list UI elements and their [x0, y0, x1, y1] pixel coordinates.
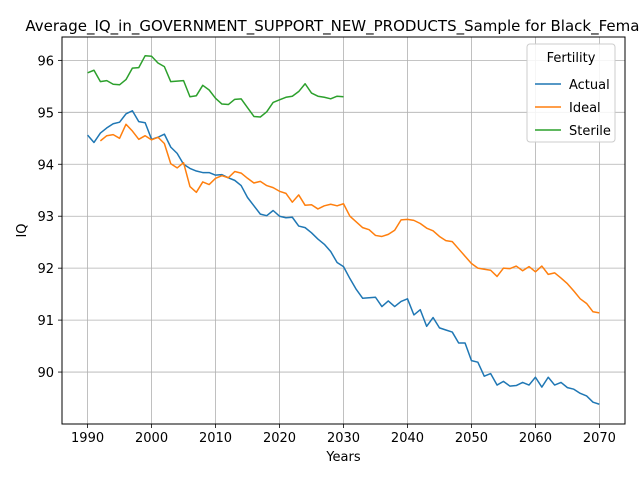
y-tick-label: 92	[37, 262, 54, 277]
y-tick-label: 93	[37, 210, 54, 225]
x-tick-label: 2020	[263, 431, 296, 446]
x-tick-label: 2040	[391, 431, 424, 446]
x-axis: 1990 2000 2010 2020 2030 2040 2050 2060 2070	[71, 424, 616, 446]
x-tick-label: 2070	[583, 431, 616, 446]
series-line-ideal	[99, 123, 600, 314]
x-tick-label: 2060	[519, 431, 552, 446]
x-tick-label: 2010	[199, 431, 232, 446]
legend: Fertility Actual Ideal Sterile	[526, 43, 616, 143]
y-axis-label: IQ	[15, 223, 30, 237]
y-axis: 90 91 92 93 94 95 96	[37, 54, 62, 381]
series-line-actual	[87, 110, 600, 405]
x-tick-label: 2000	[135, 431, 168, 446]
y-tick-label: 90	[37, 366, 54, 381]
x-axis-label: Years	[325, 450, 361, 465]
y-tick-label: 91	[37, 314, 54, 329]
x-tick-label: 1990	[71, 431, 104, 446]
x-tick-label: 2030	[327, 431, 360, 446]
series-layer	[87, 54, 600, 405]
chart-title: Average_IQ_in_GOVERNMENT_SUPPORT_NEW_PRO…	[25, 17, 640, 36]
legend-entry-label: Sterile	[569, 124, 611, 139]
legend-entry-label: Actual	[569, 78, 610, 93]
y-tick-label: 95	[37, 106, 54, 121]
y-tick-label: 94	[37, 158, 54, 173]
legend-box	[526, 43, 616, 143]
series-line-sterile	[87, 54, 344, 118]
legend-entry-label: Ideal	[569, 101, 601, 116]
legend-title: Fertility	[547, 51, 596, 66]
y-tick-label: 96	[37, 54, 54, 69]
x-tick-label: 2050	[455, 431, 488, 446]
legend-items: Actual Ideal Sterile	[535, 78, 611, 139]
